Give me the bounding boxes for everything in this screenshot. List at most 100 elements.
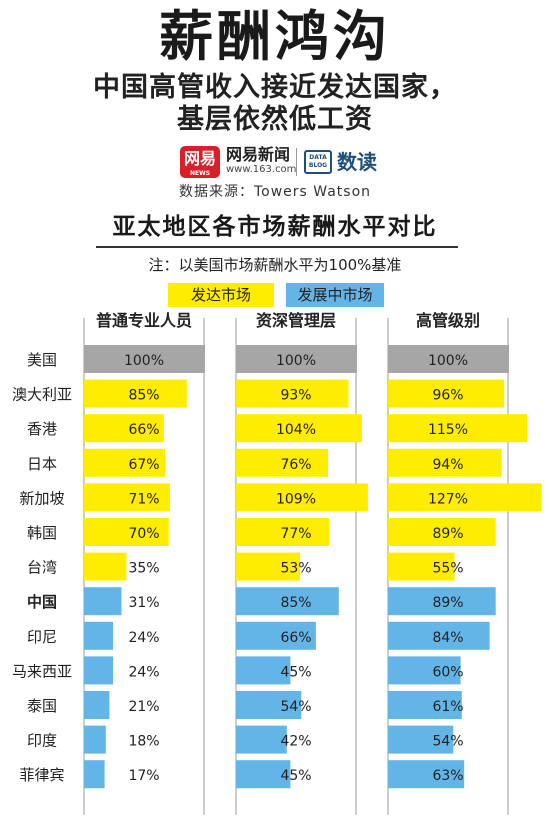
brand-divider [296,148,297,176]
category-label: 菲律宾 [19,766,64,784]
chart-title-rule [96,246,458,248]
data-label: 17% [128,768,159,784]
data-label: 84% [432,630,463,646]
brand-row: 网易 NEWS 网易新闻 www.163.com DATA BLOG 数读 [0,146,550,180]
data-label: 42% [280,734,311,750]
category-label: 印度 [27,732,57,750]
category-label: 台湾 [27,559,57,577]
category-label: 澳大利亚 [12,386,72,404]
bar-2-4 [236,448,328,477]
page-title: 薪酬鸿沟 [159,5,391,68]
data-label: 93% [280,388,311,404]
data-label: 54% [432,734,463,750]
data-label: 70% [128,526,159,542]
data-label: 96% [432,388,463,404]
bar-1-6 [84,518,169,546]
category-label: 韩国 [27,524,57,542]
data-label: 45% [280,768,311,784]
bar-2-7 [236,552,301,581]
category-label: 美国 [27,351,57,369]
bar-3-6 [388,518,496,546]
bar-1-2 [84,379,187,408]
bar-1-12 [84,725,106,754]
bar-1-5 [84,483,170,512]
data-label: 71% [128,491,159,507]
bar-2-11 [236,691,302,719]
category-label: 中国 [27,593,57,611]
data-label: 24% [128,664,159,680]
chart-title: 亚太地区各市场薪酬水平对比 [112,214,438,240]
bar-1-9 [84,621,113,650]
data-label: 115% [428,422,468,438]
logo-text: 网易 [183,149,216,168]
netease-logo: 网易 NEWS [180,146,220,178]
category-label: 香港 [27,420,57,438]
bar-2-2 [236,379,349,408]
bar-3-9 [388,621,490,650]
data-label: 63% [432,768,463,784]
bar-3-12 [388,725,454,754]
data-label: 67% [128,457,159,473]
bar-3-10 [388,656,461,685]
data-label: 109% [276,491,316,507]
bar-1-11 [84,691,110,719]
bar-1-10 [84,656,113,685]
series-header-1: 普通专业人员 [96,311,192,330]
data-label: 55% [432,561,463,577]
bar-1-3 [84,414,164,443]
bar-3-7 [388,552,455,581]
legend-developing: 发展中市场 [286,283,384,307]
data-source: 数据来源：Towers Watson [178,184,372,200]
data-label: 31% [128,595,159,611]
bar-3-2 [388,379,505,408]
datablog-logo: DATA BLOG [304,150,332,174]
data-label: 66% [128,422,159,438]
data-label: 89% [432,526,463,542]
bar-1-1 [84,345,205,373]
data-label: 127% [428,491,468,507]
bar-3-5 [388,483,542,512]
data-label: 104% [276,422,316,438]
bar-3-13 [388,760,465,789]
bar-2-13 [236,760,291,789]
bar-1-7 [84,552,127,581]
data-label: 18% [128,734,159,750]
bar-3-4 [388,448,502,477]
category-label: 印尼 [27,628,57,646]
brand-name: 网易新闻 [226,145,291,164]
bar-2-3 [236,414,362,443]
data-label: 53% [280,561,311,577]
data-label: 85% [280,595,311,611]
subtitle-line-2: 基层依然低工资 [177,104,373,135]
category-label: 新加坡 [19,489,64,507]
data-label: 66% [280,630,311,646]
legend-developed: 发达市场 [168,283,274,307]
data-label: 21% [128,699,159,715]
bar-1-8 [84,587,122,616]
bar-2-1 [236,345,357,373]
bar-3-8 [388,587,496,616]
bar-3-1 [388,345,509,373]
data-label: 100% [428,353,468,369]
bar-2-10 [236,656,291,685]
bar-2-9 [236,621,316,650]
bar-2-8 [236,587,339,616]
subtitle-line-1: 中国高管收入接近发达国家， [93,72,457,103]
bar-2-6 [236,518,330,546]
column-name: 数读 [337,150,377,174]
chart-note: 注：以美国市场薪酬水平为100%基准 [148,256,402,274]
logo-small-text: NEWS [189,170,211,177]
series-header-2: 资深管理层 [256,311,336,330]
category-label: 泰国 [27,697,57,715]
data-label: 61% [432,699,463,715]
data-label: 45% [280,664,311,680]
bar-2-12 [236,725,287,754]
data-label: 35% [128,561,159,577]
data-label: 85% [128,388,159,404]
category-label: 马来西亚 [12,662,72,680]
data-label: 24% [128,630,159,646]
category-label: 日本 [27,455,57,473]
bar-3-3 [388,414,528,443]
data-label: 94% [432,457,463,473]
